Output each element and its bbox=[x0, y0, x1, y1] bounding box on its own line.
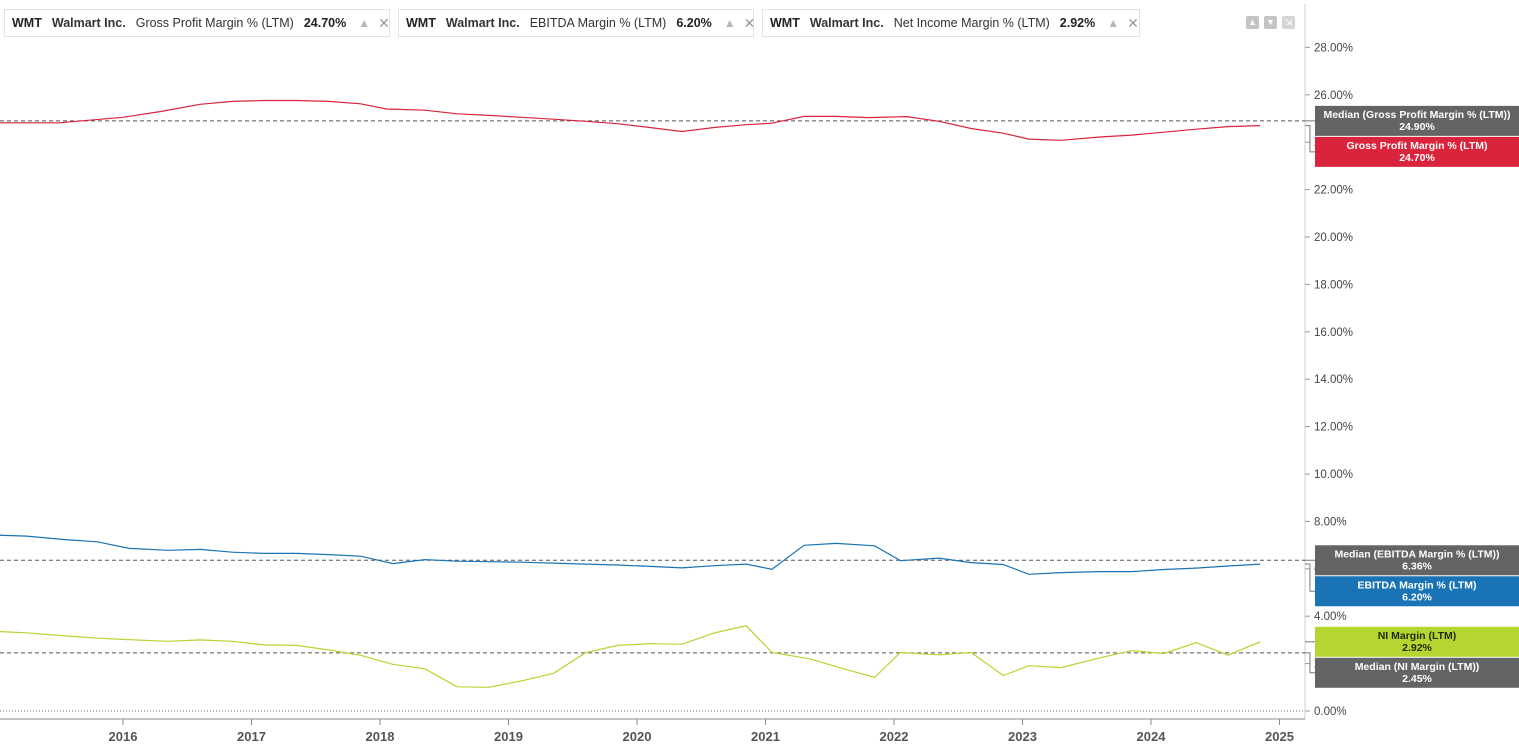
value-tag-title: Gross Profit Margin % (LTM) bbox=[1347, 140, 1488, 152]
value-tags: Median (Gross Profit Margin % (LTM))24.9… bbox=[1305, 105, 1519, 688]
x-tick-label: 2020 bbox=[623, 729, 652, 744]
x-tick-label: 2018 bbox=[366, 729, 395, 744]
close-icon[interactable]: ✕ bbox=[1127, 14, 1139, 31]
legend-company: Walmart Inc. bbox=[51, 16, 126, 30]
y-tick-label: 18.00% bbox=[1314, 279, 1353, 291]
legend-metric: Gross Profit Margin % (LTM) bbox=[135, 16, 294, 30]
x-tick-label: 2016 bbox=[109, 729, 138, 744]
value-tag-value: 6.20% bbox=[1402, 591, 1432, 603]
y-tick-label: 20.00% bbox=[1314, 232, 1353, 244]
value-tag-title: EBITDA Margin % (LTM) bbox=[1358, 579, 1477, 591]
x-tick-label: 2019 bbox=[494, 729, 523, 744]
value-tag-value: 24.90% bbox=[1399, 121, 1435, 133]
x-tick-label: 2021 bbox=[751, 729, 780, 744]
series-line bbox=[0, 99, 1261, 141]
legend-chip-gross-margin[interactable]: WMT Walmart Inc. Gross Profit Margin % (… bbox=[4, 9, 390, 37]
move-up-icon[interactable]: ▲ bbox=[1246, 16, 1259, 29]
close-icon[interactable]: ✕ bbox=[378, 14, 390, 31]
legend-metric: EBITDA Margin % (LTM) bbox=[529, 16, 667, 30]
value-tag-title: Median (NI Margin (LTM)) bbox=[1355, 661, 1480, 673]
series-lines bbox=[0, 99, 1261, 688]
y-tick-label: 16.00% bbox=[1314, 327, 1353, 339]
legend-value: 2.92% bbox=[1059, 16, 1096, 30]
y-tick-label: 0.00% bbox=[1314, 706, 1347, 718]
legend-chip-net-income-margin[interactable]: WMT Walmart Inc. Net Income Margin % (LT… bbox=[762, 9, 1140, 37]
value-tag-title: Median (Gross Profit Margin % (LTM)) bbox=[1323, 109, 1510, 121]
chart-settings-icon[interactable]: ▲ bbox=[1107, 16, 1120, 30]
y-axis: 0.00%2.00%4.00%6.00%8.00%10.00%12.00%14.… bbox=[0, 4, 1353, 719]
x-tick-label: 2025 bbox=[1265, 729, 1294, 744]
legend-ticker: WMT bbox=[406, 16, 436, 30]
y-tick-label: 10.00% bbox=[1314, 469, 1353, 481]
legend-company: Walmart Inc. bbox=[445, 16, 520, 30]
x-tick-label: 2024 bbox=[1137, 729, 1167, 744]
value-tag-value: 2.45% bbox=[1402, 673, 1432, 685]
value-tag-title: NI Margin (LTM) bbox=[1378, 630, 1457, 642]
chart-settings-icon[interactable]: ▲ bbox=[723, 16, 736, 30]
y-tick-label: 22.00% bbox=[1314, 185, 1353, 197]
tag-connector bbox=[1305, 125, 1315, 153]
legend-ticker: WMT bbox=[770, 16, 800, 30]
close-icon[interactable]: ✕ bbox=[743, 14, 756, 31]
series-line bbox=[0, 534, 1261, 575]
legend-company: Walmart Inc. bbox=[809, 16, 884, 30]
value-tag-value: 6.36% bbox=[1402, 560, 1432, 572]
y-tick-label: 8.00% bbox=[1314, 516, 1347, 528]
x-tick-label: 2022 bbox=[880, 729, 909, 744]
y-tick-label: 14.00% bbox=[1314, 374, 1353, 386]
value-tag bbox=[1315, 657, 1519, 688]
y-tick-label: 28.00% bbox=[1314, 42, 1353, 54]
value-tag bbox=[1315, 576, 1519, 607]
value-tag-value: 2.92% bbox=[1402, 642, 1432, 654]
tag-connector bbox=[1305, 652, 1315, 674]
y-tick-label: 12.00% bbox=[1314, 422, 1353, 434]
tag-connector bbox=[1305, 563, 1315, 592]
x-tick-label: 2023 bbox=[1008, 729, 1037, 744]
legend-ticker: WMT bbox=[12, 16, 42, 30]
value-tag bbox=[1315, 136, 1519, 167]
value-tag bbox=[1315, 626, 1519, 657]
legend-metric: Net Income Margin % (LTM) bbox=[893, 16, 1050, 30]
chart-settings-icon[interactable]: ▲ bbox=[358, 16, 371, 30]
value-tag bbox=[1315, 545, 1519, 576]
collapse-icon[interactable]: ⇲ bbox=[1282, 16, 1295, 29]
x-tick-label: 2017 bbox=[237, 729, 266, 744]
series-line bbox=[0, 625, 1261, 688]
move-down-icon[interactable]: ▼ bbox=[1264, 16, 1277, 29]
y-tick-label: 26.00% bbox=[1314, 90, 1353, 102]
y-tick-label: 4.00% bbox=[1314, 611, 1347, 623]
legend-value: 6.20% bbox=[676, 16, 712, 30]
legend-chip-ebitda-margin[interactable]: WMT Walmart Inc. EBITDA Margin % (LTM) 6… bbox=[398, 9, 756, 37]
x-axis: 2016 2017 2018 2019 2020 2021 2022 2023 2024 2025 bbox=[0, 718, 1305, 744]
median-lines bbox=[0, 120, 1305, 654]
legend-value: 24.70% bbox=[303, 16, 347, 30]
value-tag-title: Median (EBITDA Margin % (LTM)) bbox=[1334, 548, 1499, 560]
value-tag-value: 24.70% bbox=[1399, 152, 1435, 164]
value-tag bbox=[1315, 105, 1519, 136]
